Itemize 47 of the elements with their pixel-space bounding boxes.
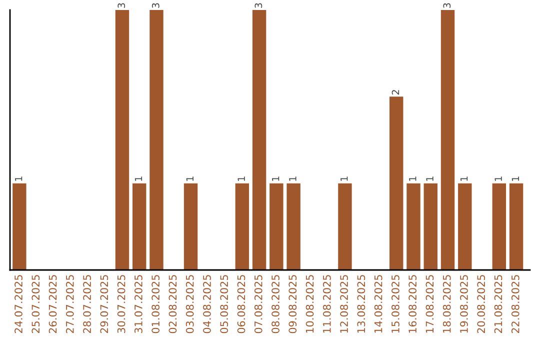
x-tick-label: 12.08.2025 [340, 275, 348, 333]
x-tick-label: 11.08.2025 [322, 275, 331, 333]
data-label: 2 [392, 90, 400, 95]
data-label: 1 [340, 176, 348, 181]
x-tick-label: 31.07.2025 [134, 275, 142, 334]
x-tick-label: 16.08.2025 [408, 275, 417, 333]
x-tick-label: 27.07.2025 [66, 275, 74, 334]
x-tick-label: 30.07.2025 [117, 275, 126, 334]
data-label: 1 [512, 176, 519, 181]
data-label: 1 [238, 176, 245, 181]
data-label: 3 [118, 3, 126, 8]
x-tick-label: 15.08.2025 [392, 275, 400, 333]
data-label: 1 [426, 176, 434, 181]
x-tick-label: 24.07.2025 [14, 275, 22, 334]
data-label: 1 [134, 176, 142, 181]
x-tick-label: 20.08.2025 [477, 275, 486, 334]
data-label: 1 [15, 176, 22, 181]
data-label: 1 [409, 176, 416, 181]
data-label: 3 [152, 3, 160, 8]
x-tick-label: 09.08.2025 [288, 275, 297, 334]
x-tick-label: 03.08.2025 [186, 275, 194, 334]
data-label: 1 [272, 176, 280, 181]
x-tick-label: 01.08.2025 [152, 275, 160, 334]
x-tick-label: 26.07.2025 [48, 275, 57, 334]
x-tick-label: 29.07.2025 [100, 275, 108, 334]
x-tick-label: 10.08.2025 [306, 275, 314, 333]
x-tick-label: 28.07.2025 [83, 275, 91, 334]
x-tick-label: 04.08.2025 [203, 275, 211, 334]
x-tick-label: 13.08.2025 [357, 275, 366, 333]
data-label: 1 [186, 176, 194, 181]
x-tick-label: 02.08.2025 [168, 275, 177, 334]
data-label: 1 [460, 176, 468, 181]
x-tick-label: 05.08.2025 [220, 275, 228, 334]
x-tick-label: 19.08.2025 [460, 275, 468, 333]
data-label: 1 [494, 176, 502, 181]
x-tick-label: 06.08.2025 [237, 275, 246, 334]
x-tick-label: 14.08.2025 [374, 275, 382, 333]
x-tick-label: 07.08.2025 [254, 275, 262, 334]
x-tick-label: 21.08.2025 [494, 275, 502, 334]
data-label: 3 [443, 3, 451, 8]
x-tick-label: 08.08.2025 [272, 275, 280, 334]
x-tick-label: 17.08.2025 [426, 275, 434, 333]
x-tick-label: 18.08.2025 [442, 275, 451, 333]
data-label: 1 [289, 176, 296, 181]
x-tick-label: 22.08.2025 [511, 275, 520, 334]
x-tick-label: 25.07.2025 [32, 275, 40, 334]
data-label: 3 [254, 3, 262, 8]
